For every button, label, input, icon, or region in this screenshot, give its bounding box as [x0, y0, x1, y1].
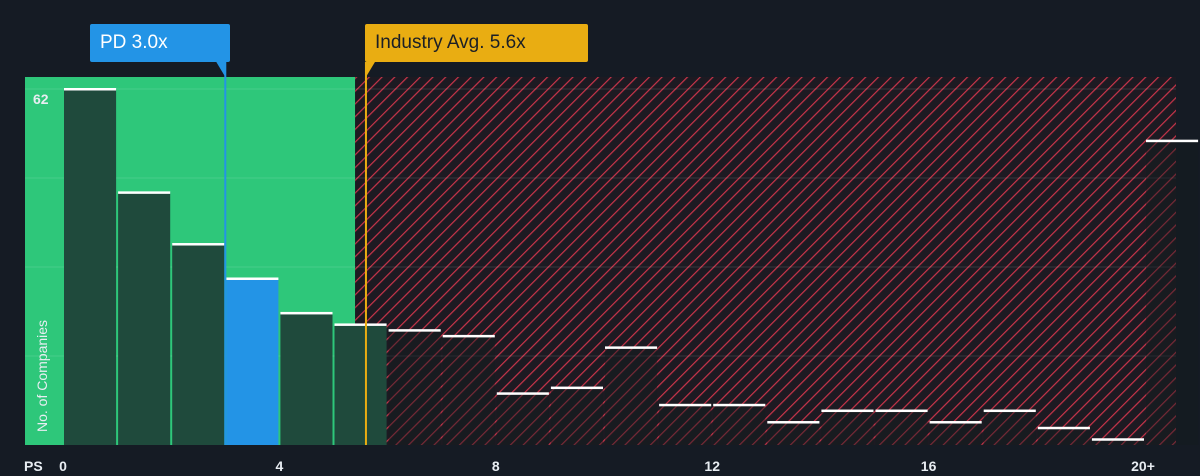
bar-top-7 [442, 334, 495, 338]
highlighted-bar [226, 278, 279, 445]
x-axis-prefix: PS [24, 458, 43, 474]
y-axis-label: No. of Companies [34, 320, 50, 432]
x-tick-label-8: 8 [492, 458, 500, 474]
bar-10 [605, 347, 658, 445]
bar-top-1 [118, 191, 171, 194]
bar-top-5 [334, 323, 387, 326]
industry-callout-pointer [365, 62, 375, 77]
overvalued-zone [355, 77, 1176, 445]
bar-4 [280, 312, 333, 445]
industry-average-callout: Industry Avg. 5.6x [365, 24, 588, 62]
x-tick-label-0: 0 [59, 458, 67, 474]
bar-12 [713, 404, 766, 445]
bar-5 [334, 324, 387, 445]
bar-top-9 [550, 386, 603, 390]
bar-top-2 [172, 243, 225, 246]
bar-17 [983, 410, 1036, 445]
bar-top-19 [1091, 438, 1144, 441]
bar-top-3 [226, 277, 279, 280]
x-tick-label-4: 4 [276, 458, 284, 474]
y-tick-label: 62 [33, 91, 49, 107]
bar-8 [496, 393, 549, 445]
company-ps-callout: PD 3.0x [90, 24, 230, 62]
bar-top-8 [496, 392, 549, 395]
bar-2 [172, 244, 225, 445]
bar-1 [118, 192, 171, 445]
bar-0 [64, 89, 117, 445]
x-tick-label-20-plus: 20+ [1131, 458, 1155, 474]
bar-14 [821, 410, 874, 445]
bar-top-17 [983, 409, 1036, 413]
bar-9 [550, 387, 603, 445]
bar-top-0 [64, 88, 117, 91]
bar-top-18 [1037, 426, 1090, 430]
bar-11 [659, 404, 712, 445]
bar-top-11 [659, 403, 712, 407]
bar-6 [388, 330, 441, 445]
x-tick-label-16: 16 [921, 458, 937, 474]
bar-top-4 [280, 311, 333, 315]
bar-20 [1146, 140, 1199, 445]
bar-top-16 [929, 421, 982, 424]
bar-19 [1091, 439, 1144, 445]
bar-top-15 [875, 409, 928, 413]
bar-16 [929, 422, 982, 445]
bar-top-10 [605, 346, 658, 349]
bar-7 [442, 335, 495, 445]
bar-top-14 [821, 409, 874, 413]
x-tick-label-12: 12 [704, 458, 720, 474]
bar-top-13 [767, 421, 820, 424]
bar-top-20 [1146, 139, 1199, 143]
bar-13 [767, 422, 820, 445]
company-callout-pointer [216, 62, 226, 77]
bar-top-12 [713, 403, 766, 407]
bar-top-6 [388, 329, 441, 332]
bar-15 [875, 410, 928, 445]
bar-18 [1037, 427, 1090, 445]
